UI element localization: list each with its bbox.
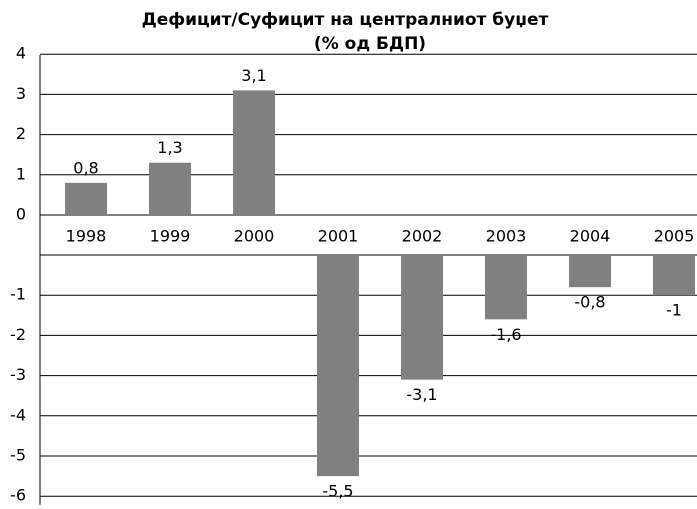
bar: [149, 162, 191, 215]
value-label: -1,6: [490, 325, 521, 344]
bar: [317, 255, 359, 477]
value-label: -5,5: [322, 482, 353, 501]
chart-title: Дефицит/Суфицит на централниот буџет: [142, 10, 549, 30]
x-tick-label: 2001: [318, 227, 359, 246]
x-tick-label: 2004: [570, 227, 611, 246]
x-tick-label: 1999: [150, 227, 191, 246]
value-label: -1: [666, 301, 682, 320]
y-tick-label: 3: [16, 84, 26, 103]
y-tick-label: 1: [16, 164, 26, 183]
y-tick-label: -4: [10, 405, 26, 424]
value-label: 1,3: [157, 138, 182, 157]
bar: [485, 255, 527, 320]
x-tick-label: 2000: [234, 227, 275, 246]
bar: [653, 255, 695, 296]
value-label: -3,1: [406, 385, 437, 404]
y-tick-label: 4: [16, 44, 26, 63]
y-tick-label: -1: [10, 285, 26, 304]
y-tick-label: -3: [10, 365, 26, 384]
y-tick-label: 2: [16, 124, 26, 143]
y-tick-label: -5: [10, 446, 26, 465]
value-label: -0,8: [574, 293, 605, 312]
chart-title: (% од БДП): [314, 34, 426, 54]
bar: [401, 255, 443, 380]
value-label: 0,8: [73, 158, 98, 177]
x-tick-label: 2005: [654, 227, 695, 246]
bar: [569, 255, 611, 288]
bar: [233, 90, 275, 215]
y-tick-label: 0: [16, 205, 26, 224]
x-tick-label: 1998: [66, 227, 107, 246]
y-tick-label: -2: [10, 325, 26, 344]
x-tick-label: 2002: [402, 227, 443, 246]
value-label: 3,1: [241, 66, 266, 85]
x-tick-label: 2003: [486, 227, 527, 246]
y-tick-label: -6: [10, 486, 26, 505]
bar: [65, 182, 107, 215]
